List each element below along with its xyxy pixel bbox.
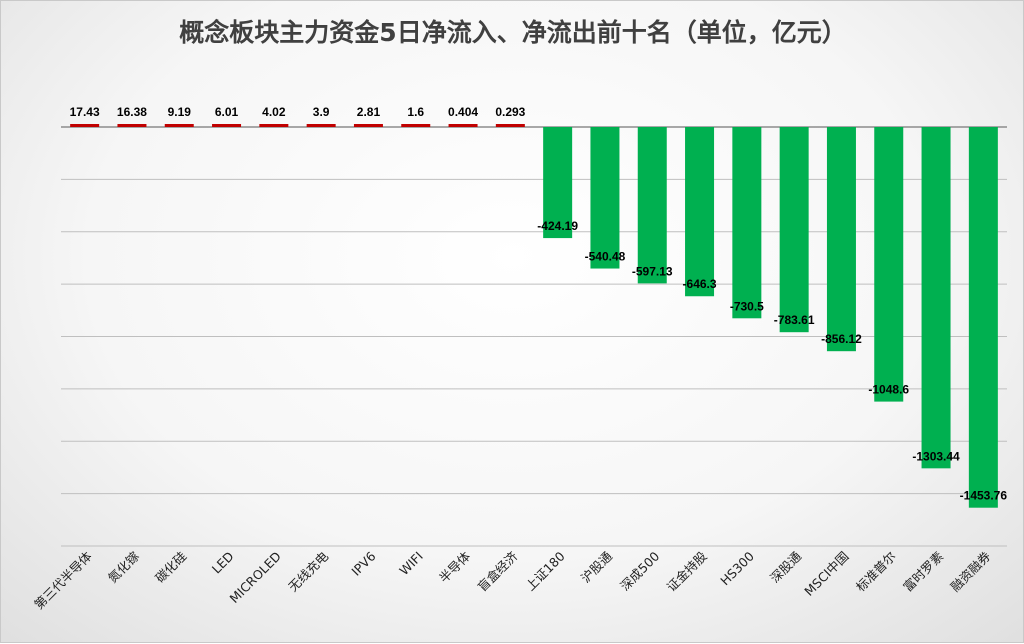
data-label: 16.38 — [117, 105, 147, 119]
data-label: 3.9 — [313, 105, 330, 119]
bar-第三代半导体 — [70, 124, 100, 127]
x-tick-label: 半导体 — [436, 548, 473, 585]
data-label: -597.13 — [632, 264, 673, 278]
bar-盲盒经济 — [495, 124, 525, 127]
x-tick-label: 无线充电 — [285, 548, 331, 594]
data-label: 17.43 — [70, 105, 100, 119]
data-label: -1048.6 — [868, 383, 909, 397]
data-label: 0.404 — [448, 105, 478, 119]
x-tick-label: WIFI — [396, 549, 426, 579]
x-tick-label: MSCI中国 — [801, 549, 851, 599]
bar-WIFI — [401, 124, 431, 127]
x-tick-label: HS300 — [717, 548, 757, 588]
bar-氮化镓 — [117, 124, 147, 127]
bar-MICROLED — [259, 124, 289, 127]
bar-半导体 — [448, 124, 478, 127]
data-labels: 17.43 16.38 9.19 6.01 4.02 3.9 2.81 1.6 0.404 0.2… — [70, 105, 1008, 503]
x-tick-label: 标准普尔 — [853, 549, 899, 595]
bar-LED — [212, 124, 242, 127]
bar-深股通 — [779, 127, 809, 333]
x-tick-label: 沪股通 — [578, 548, 615, 585]
x-tick-label: 证金持股 — [664, 548, 710, 594]
bar-IPV6 — [353, 124, 383, 127]
data-label: -540.48 — [585, 250, 626, 264]
x-tick-label: 深成500 — [617, 548, 662, 593]
data-label: -730.5 — [730, 299, 764, 313]
data-label: 2.81 — [357, 105, 381, 119]
bars — [70, 124, 998, 508]
x-tick-label: LED — [209, 549, 237, 577]
x-tick-label: 盲盒经济 — [474, 548, 520, 594]
data-label: -424.19 — [537, 219, 578, 233]
x-tick-label: IPV6 — [348, 548, 378, 578]
data-label: -783.61 — [774, 313, 815, 327]
data-label: 9.19 — [168, 105, 192, 119]
chart-title: 概念板块主力资金5日净流入、净流出前十名（单位，亿元） — [179, 18, 847, 47]
x-tick-label: 氮化镓 — [105, 548, 142, 585]
bar-证金持股 — [685, 127, 715, 297]
bar-深成500 — [637, 127, 667, 284]
x-tick-label: 上证180 — [523, 548, 568, 593]
bar-标准普尔 — [874, 127, 904, 402]
x-tick-label: 融资融券 — [947, 548, 993, 594]
bar-富时罗素 — [921, 127, 951, 469]
gridlines — [61, 126, 1007, 547]
bar-上证180 — [543, 127, 573, 239]
bar-HS300 — [732, 127, 762, 319]
data-label: -1453.76 — [960, 489, 1008, 503]
x-tick-label: 第三代半导体 — [31, 548, 95, 612]
bar-沪股通 — [590, 127, 620, 269]
x-tick-label: 深股通 — [767, 548, 804, 585]
data-label: 0.293 — [495, 105, 525, 119]
data-label: 4.02 — [262, 105, 286, 119]
x-tick-label: MICROLED — [227, 549, 284, 606]
bar-MSCI中国 — [826, 127, 856, 352]
x-tick-label: 碳化硅 — [152, 549, 189, 586]
data-label: -1303.44 — [912, 449, 960, 463]
bar-融资融券 — [968, 127, 998, 508]
data-label: -646.3 — [683, 277, 717, 291]
bar-无线充电 — [306, 124, 336, 127]
bar-碳化硅 — [164, 124, 194, 127]
x-tick-label: 富时罗素 — [900, 549, 946, 595]
data-label: 1.6 — [407, 105, 424, 119]
data-label: 6.01 — [215, 105, 239, 119]
data-label: -856.12 — [821, 332, 862, 346]
